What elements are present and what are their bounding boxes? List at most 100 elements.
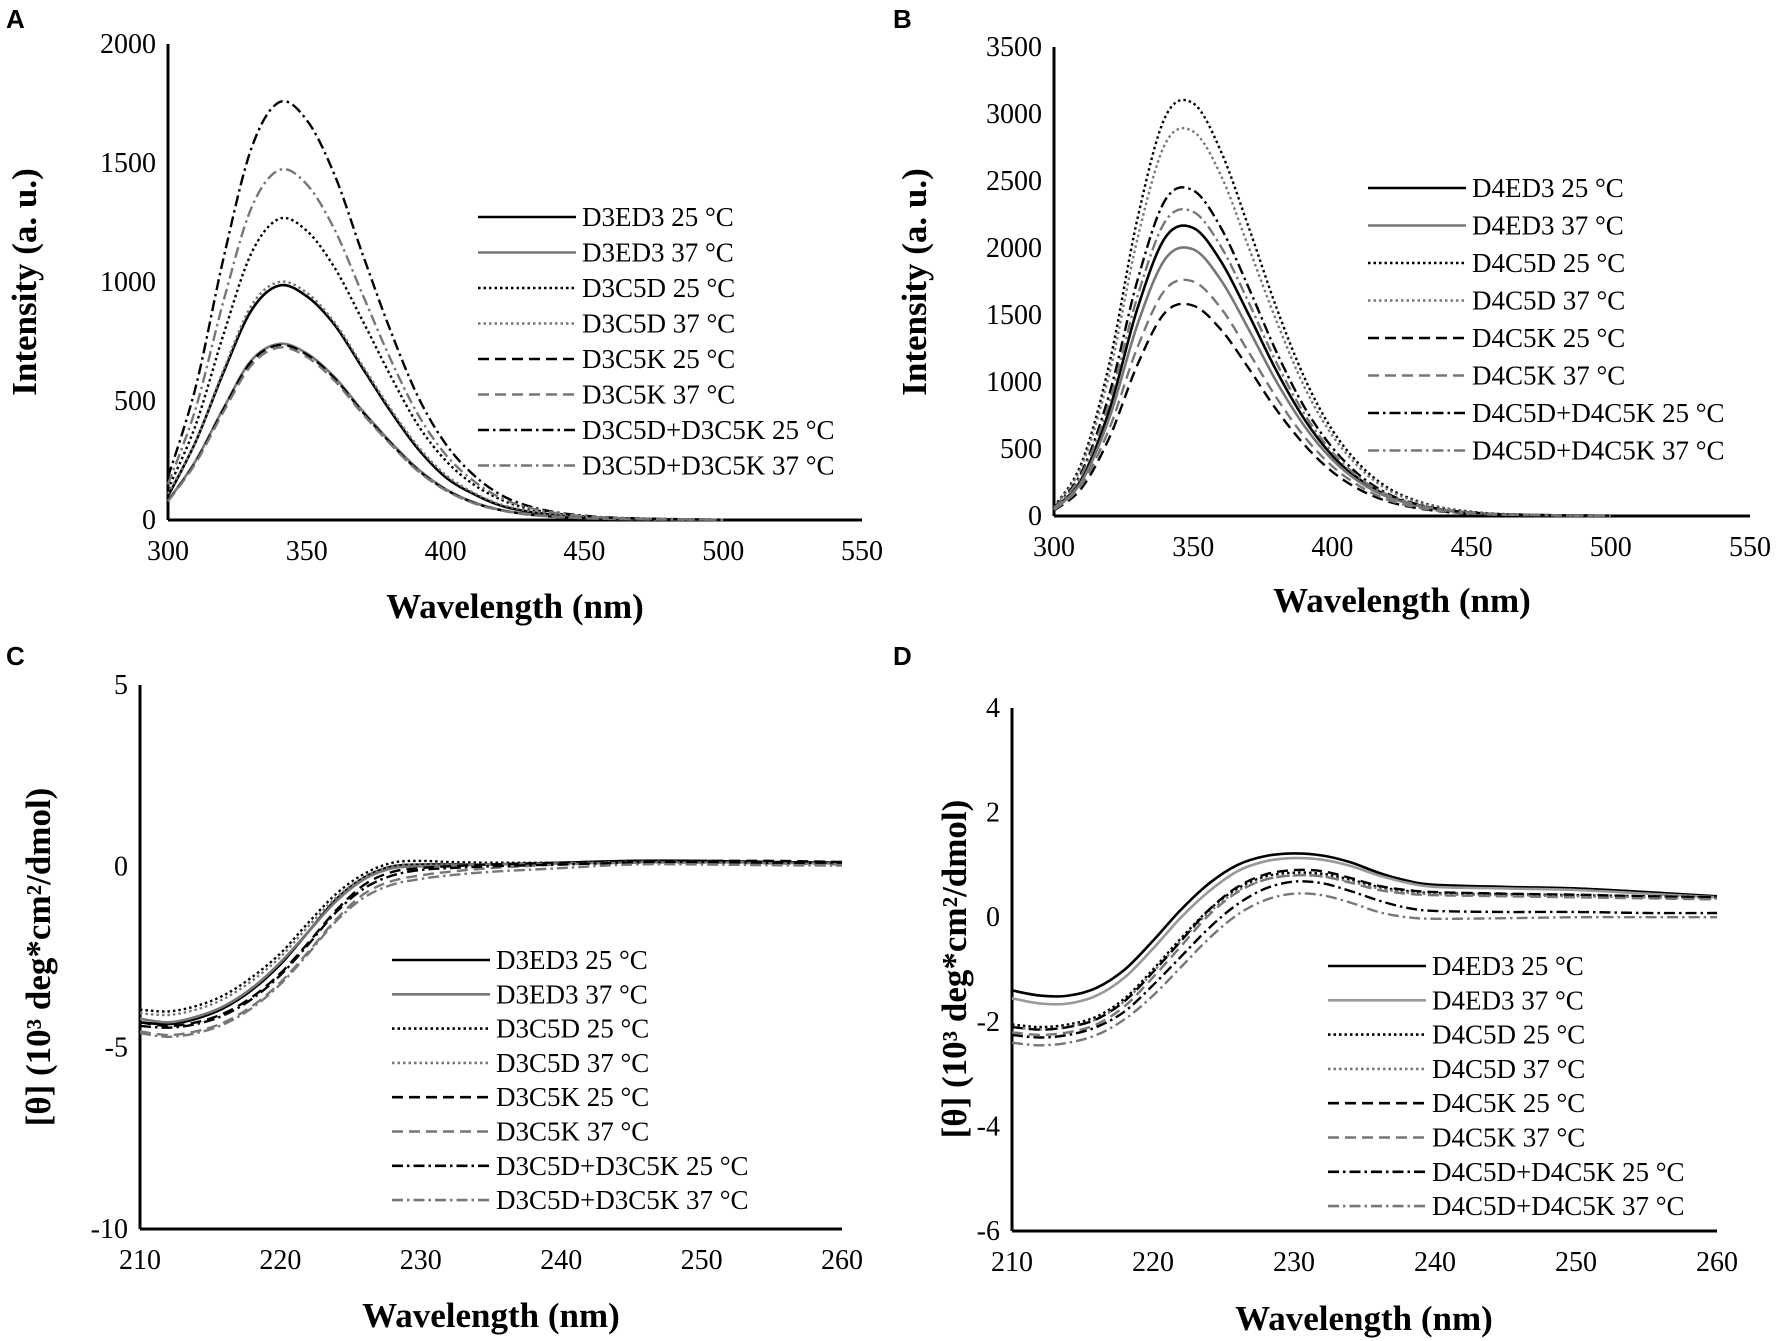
y-tick-label: -2 <box>977 1007 1000 1038</box>
legend-label: D4C5D 25 °C <box>1472 248 1625 278</box>
y-tick-label: 500 <box>114 386 156 417</box>
series-line <box>1011 856 1718 1006</box>
series-line <box>1011 873 1718 1037</box>
series-line <box>139 860 843 1017</box>
x-tick-label: 400 <box>425 536 467 567</box>
y-tick-label: 2500 <box>986 166 1042 197</box>
x-axis-title: Wavelength (nm) <box>1235 1299 1493 1338</box>
x-tick-label: 250 <box>681 1245 723 1276</box>
series-line <box>1011 892 1717 1047</box>
x-axis-title: Wavelength (nm) <box>362 1296 620 1335</box>
x-tick-label: 240 <box>540 1245 582 1276</box>
panel-c: C -10 -5 0 5 210 220 230 240 250 260 Wavelength (nm… <box>6 641 863 1335</box>
series-line <box>166 280 724 521</box>
y-tick-label: 4 <box>986 693 1000 724</box>
y-tick-label: 1000 <box>100 267 156 298</box>
series-line <box>167 346 724 521</box>
x-tick-label: 300 <box>147 536 189 567</box>
series-line <box>1011 868 1718 1031</box>
series-line <box>139 859 843 1026</box>
y-tick-label: 0 <box>986 902 1000 933</box>
y-tick-label: -4 <box>977 1111 1000 1142</box>
y-tick-label: 0 <box>114 851 128 882</box>
x-tick-label: 300 <box>1033 532 1075 563</box>
series-line <box>1053 186 1611 517</box>
legend-label: D3C5D+D3C5K 25 °C <box>582 415 835 445</box>
y-tick-label: 0 <box>1028 501 1042 532</box>
y-tick-label: 1000 <box>986 367 1042 398</box>
legend-label: D4ED3 37 °C <box>1432 985 1584 1015</box>
x-axis-title: Wavelength (nm) <box>1273 581 1531 620</box>
legend-label: D3ED3 37 °C <box>496 979 648 1009</box>
series-line <box>139 861 843 1037</box>
legend-label: D3C5D+D3C5K 25 °C <box>496 1151 749 1181</box>
y-tick-label: 5 <box>114 670 128 701</box>
legend-label: D4C5D+D4C5K 25 °C <box>1472 398 1725 428</box>
legend-label: D3ED3 25 °C <box>496 945 648 975</box>
legend-label: D3C5K 37 °C <box>496 1117 649 1147</box>
y-tick-label: -5 <box>105 1033 128 1064</box>
legend-label: D3C5K 25 °C <box>496 1082 649 1112</box>
series-line <box>1011 880 1718 1039</box>
series-line <box>166 216 724 521</box>
x-tick-label: 210 <box>119 1245 161 1276</box>
y-axis-title: [θ] (10³ deg*cm²/dmol) <box>19 788 58 1127</box>
panel-a: A 0 500 1000 1500 2000 300 350 400 450 500 550 Wavel… <box>5 4 883 626</box>
y-tick-label: 2 <box>986 798 1000 829</box>
legend-label: D4C5D+D4C5K 37 °C <box>1472 436 1725 466</box>
panel-d: D -6 -4 -2 0 2 4 210 220 230 240 250 260 Wavelength (… <box>893 641 1738 1338</box>
y-axis-title: Intensity (a. u.) <box>895 168 934 396</box>
y-tick-label: 2000 <box>986 233 1042 264</box>
legend-label: D3C5D+D3C5K 37 °C <box>496 1185 749 1215</box>
legend-label: D4ED3 25 °C <box>1472 173 1624 203</box>
legend-label: D4C5K 25 °C <box>1432 1088 1585 1118</box>
series-line <box>1053 302 1611 518</box>
legend-label: D4C5D 25 °C <box>1432 1020 1585 1050</box>
y-tick-label: 3000 <box>986 99 1042 130</box>
legend-label: D4C5K 37 °C <box>1432 1123 1585 1153</box>
y-tick-label: 1500 <box>100 148 156 179</box>
legend-label: D3C5D 25 °C <box>582 273 735 303</box>
panel-letter: B <box>893 4 912 34</box>
legend-label: D3C5D 25 °C <box>496 1014 649 1044</box>
x-tick-label: 210 <box>991 1247 1033 1278</box>
y-tick-label: 500 <box>1000 434 1042 465</box>
panel-b: B 0 500 1000 1500 2000 2500 3000 3500 300 350 400 45… <box>893 4 1771 620</box>
x-tick-label: 550 <box>1729 532 1771 563</box>
legend-label: D4C5D 37 °C <box>1432 1054 1585 1084</box>
series-line <box>139 860 843 1024</box>
legend-label: D3C5D 37 °C <box>496 1048 649 1078</box>
legend-label: D3ED3 37 °C <box>582 238 734 268</box>
y-tick-label: 2000 <box>100 29 156 60</box>
x-tick-label: 450 <box>563 536 605 567</box>
panel-letter: D <box>893 641 912 671</box>
x-axis-title: Wavelength (nm) <box>386 587 644 626</box>
legend-label: D3ED3 25 °C <box>582 202 734 232</box>
legend-label: D4C5K 37 °C <box>1472 361 1625 391</box>
series-line <box>139 860 843 1029</box>
legend-label: D4C5K 25 °C <box>1472 323 1625 353</box>
series-line <box>167 343 724 521</box>
x-tick-label: 350 <box>1172 532 1214 563</box>
series-line <box>139 863 843 1039</box>
x-tick-label: 250 <box>1555 1247 1597 1278</box>
legend-label: D3C5D+D3C5K 37 °C <box>582 451 835 481</box>
legend-label: D4ED3 25 °C <box>1432 951 1584 981</box>
legend-label: D4ED3 37 °C <box>1472 211 1624 241</box>
panel-letter: A <box>6 4 25 34</box>
x-tick-label: 230 <box>1273 1247 1315 1278</box>
series-line <box>139 859 843 1028</box>
y-tick-label: 0 <box>142 505 156 536</box>
y-tick-label: 1500 <box>986 300 1042 331</box>
legend-label: D4C5D+D4C5K 37 °C <box>1432 1191 1685 1221</box>
x-tick-label: 350 <box>286 536 328 567</box>
x-tick-label: 500 <box>702 536 744 567</box>
legend-label: D4C5D+D4C5K 25 °C <box>1432 1157 1685 1187</box>
x-tick-label: 260 <box>1696 1247 1738 1278</box>
y-axis-title: Intensity (a. u.) <box>5 168 44 396</box>
legend-label: D3C5K 37 °C <box>582 380 735 410</box>
y-axis-title: [θ] (10³ deg*cm²/dmol) <box>935 800 974 1139</box>
x-tick-label: 230 <box>400 1245 442 1276</box>
x-tick-label: 240 <box>1414 1247 1456 1278</box>
